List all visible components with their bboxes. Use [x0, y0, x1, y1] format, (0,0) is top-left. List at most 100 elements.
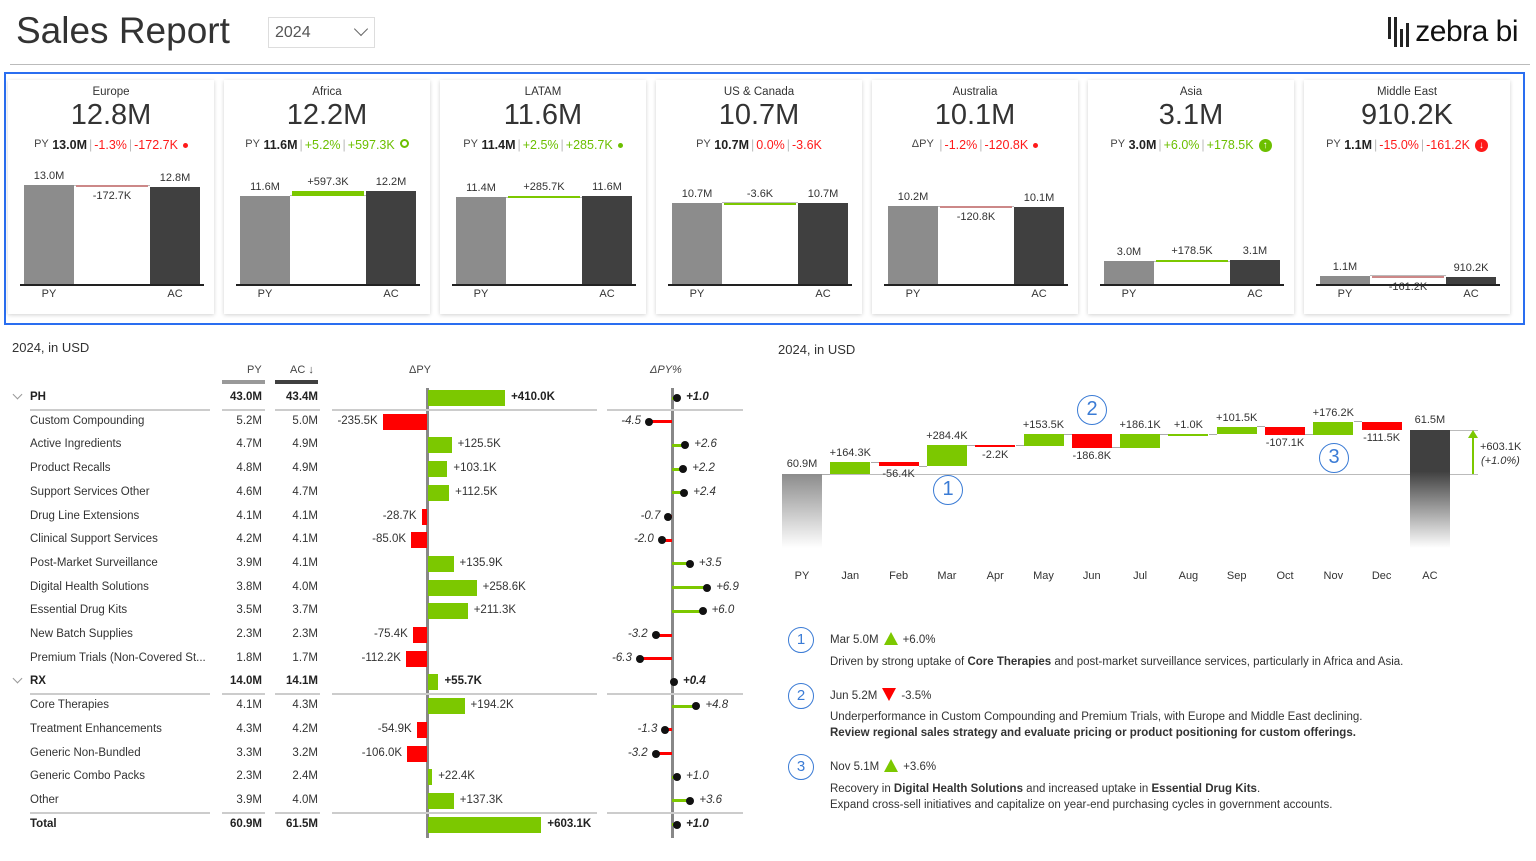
row-name: Clinical Support Services: [30, 533, 158, 546]
delta-bar: [405, 650, 427, 667]
wf-bar-jan: [830, 462, 871, 474]
region-card-europe[interactable]: Europe 12.8M PY 13.0M | -1.3% | -172.7K 13.0M 12…: [8, 80, 214, 314]
py-bar: [888, 206, 938, 284]
row-separator: [607, 693, 743, 696]
note-text: Expand cross-sell initiatives and capita…: [830, 799, 1333, 811]
row-ac: 43.4M: [286, 391, 318, 403]
py-header-bar: [222, 380, 265, 384]
wf-category-label: Feb: [889, 570, 909, 582]
wf-label-py: 60.9M: [786, 458, 818, 470]
py-bar-label: 11.4M: [466, 182, 496, 195]
delta-percent: +5.2%: [304, 138, 341, 152]
connector-line: [290, 195, 366, 197]
note-text-line: Driven by strong uptake of Core Therapie…: [830, 656, 1403, 668]
delta-percent: +6.0%: [1163, 138, 1200, 152]
table-row[interactable]: [0, 790, 750, 812]
red-dot-icon: [182, 143, 188, 148]
ac-bar-label: 12.8M: [159, 171, 191, 184]
wf-category-label: Dec: [1371, 570, 1392, 582]
delta-label: -54.9K: [377, 722, 412, 735]
ac-bar-label: 10.1M: [1023, 192, 1055, 205]
region-name: Middle East: [1376, 86, 1438, 98]
table-row[interactable]: [0, 695, 750, 717]
total-delta-arrow: [1472, 436, 1474, 474]
pct-lollipop-dot: [698, 607, 707, 616]
ac-bar-label: 910.2K: [1453, 262, 1489, 275]
region-card-middle-east[interactable]: Middle East 910.2K PY 1.1M | -15.0% | -161.2K ↓…: [1304, 80, 1510, 314]
logo-bars-icon: [1388, 17, 1410, 47]
table-row[interactable]: [0, 814, 750, 836]
delta-pct-label: -3.2: [627, 628, 648, 640]
wf-label-ac: 61.5M: [1414, 414, 1446, 427]
wf-bar-dec: [1361, 421, 1402, 430]
note-text: Recovery in: [830, 783, 894, 795]
ac-bar: [582, 195, 632, 284]
delta-pct-label: -6.3: [612, 651, 632, 664]
delta-bar: [940, 206, 1012, 209]
logo-text: zebra bi: [1415, 15, 1518, 48]
delta-value: -161.2K: [1426, 138, 1470, 152]
wf-bar-ac: [1409, 430, 1450, 548]
delta-percent: -1.3%: [94, 138, 127, 152]
note-marker-2: 2: [788, 683, 814, 709]
row-name: Active Ingredients: [30, 438, 122, 451]
delta-label: +125.5K: [457, 438, 501, 451]
py-bar-label: 10.2M: [897, 191, 929, 204]
wf-category-label: Aug: [1178, 570, 1199, 582]
ac-bar: [150, 186, 200, 284]
delta-bar-label: +178.5K: [1171, 245, 1213, 258]
delta-bar: [292, 191, 364, 196]
delta-bar: [428, 674, 439, 691]
delta-bar: [428, 769, 433, 786]
region-name: Africa: [312, 86, 342, 98]
py-value: 1.1M: [1344, 138, 1373, 152]
row-py: 4.8M: [236, 462, 262, 475]
row-name: New Batch Supplies: [30, 628, 133, 640]
x-label-py: PY: [257, 288, 273, 300]
delta-label: -112.2K: [361, 651, 401, 664]
table-row[interactable]: [0, 458, 750, 480]
row-py: 3.5M: [236, 604, 262, 617]
row-ac: 4.3M: [292, 699, 318, 712]
red-dot-icon: [1033, 143, 1039, 148]
note-text: .: [1256, 783, 1261, 795]
region-ac-value: 12.2M: [286, 99, 368, 131]
region-card-asia[interactable]: Asia 3.1M PY 3.0M | +6.0% | +178.5K ↑ 3.0M 3.1M +1…: [1088, 80, 1294, 314]
delta-bar: [508, 195, 580, 198]
header-ac-sort[interactable]: AC ↓: [290, 364, 314, 376]
triangle-up-icon: [883, 632, 898, 645]
note-text: Driven by strong uptake of: [830, 656, 968, 668]
delta-label: -106.0K: [361, 746, 403, 759]
py-prefix: PY: [1110, 138, 1126, 150]
delta-percent: 0.0%: [756, 138, 785, 152]
wf-delta-label: -186.8K: [1072, 449, 1112, 462]
region-card-africa[interactable]: Africa 12.2M PY 11.6M | +5.2% | +597.3K 11.6M 12…: [224, 80, 430, 314]
wf-delta-label: +186.1K: [1119, 419, 1161, 432]
wf-bar-py: [782, 474, 822, 548]
region-card-us-canada[interactable]: US & Canada 10.7M PY 10.7M | 0.0% | -3.6K 10.7M…: [656, 80, 862, 314]
annotation-marker-3[interactable]: 3: [1319, 443, 1349, 473]
wf-bar-aug: [1168, 434, 1209, 437]
table-row[interactable]: [0, 387, 750, 409]
region-card-australia[interactable]: Australia 10.1M ΔPY | -1.2% | -120.8K 10.2M 10.…: [872, 80, 1078, 314]
annotation-marker-1[interactable]: 1: [933, 475, 963, 505]
row-separator: [30, 811, 210, 814]
delta-label: +135.9K: [459, 556, 503, 569]
annotation-marker-2[interactable]: 2: [1077, 395, 1107, 425]
delta-pct-label: +2.2: [692, 462, 715, 475]
header-py[interactable]: PY: [247, 364, 262, 376]
note-percent: +6.0%: [902, 634, 936, 646]
delta-pct-label: -3.2: [627, 746, 648, 759]
separator: |: [88, 138, 93, 152]
delta-bar: [428, 437, 452, 454]
wf-category-label: Sep: [1226, 570, 1247, 582]
note-text: and post-market surveillance services, p…: [1051, 656, 1404, 668]
py-value: 11.6M: [263, 138, 298, 152]
year-dropdown[interactable]: 2024: [268, 17, 375, 48]
wf-connector: [1112, 447, 1121, 449]
table-row[interactable]: [0, 671, 750, 693]
pct-lollipop-dot: [661, 725, 670, 734]
wf-connector: [1063, 433, 1072, 435]
delta-bar: [724, 202, 796, 205]
region-card-latam[interactable]: LATAM 11.6M PY 11.4M | +2.5% | +285.7K 11.4M 11.…: [440, 80, 646, 314]
